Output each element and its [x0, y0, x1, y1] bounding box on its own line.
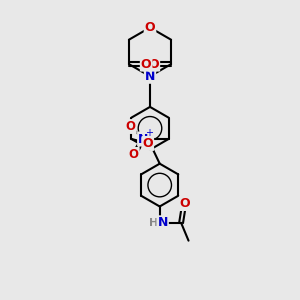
Text: O: O [148, 58, 159, 70]
Text: N: N [138, 133, 148, 146]
Text: O: O [126, 120, 136, 133]
Text: +: + [145, 128, 153, 138]
Text: O: O [142, 137, 153, 150]
Text: O: O [180, 197, 190, 210]
Text: N: N [158, 216, 168, 229]
Text: O: O [145, 21, 155, 34]
Text: N: N [145, 70, 155, 83]
Text: O: O [129, 148, 139, 161]
Text: H: H [148, 218, 158, 228]
Text: O: O [141, 58, 152, 70]
